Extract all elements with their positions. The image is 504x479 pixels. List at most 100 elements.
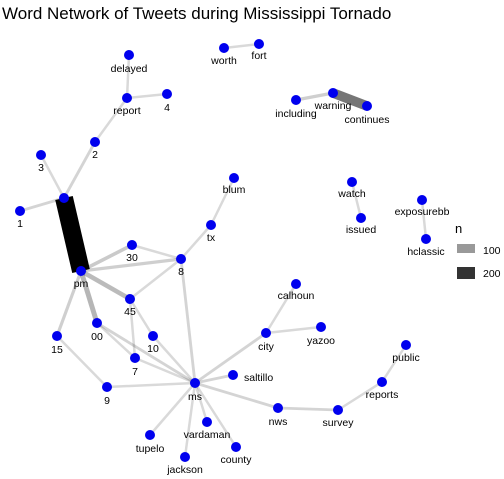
edge-15-9 [56, 335, 108, 388]
node-issued [356, 213, 366, 223]
edge-30-8 [131, 243, 182, 261]
node-label-survey: survey [323, 417, 355, 429]
legend-label-100: 100 [483, 245, 501, 257]
edge-10-ms [152, 335, 196, 384]
node-yazoo [316, 322, 326, 332]
node-label-ms: ms [188, 391, 202, 403]
node-label-15: 15 [51, 344, 63, 356]
edge-a-3 [39, 154, 66, 199]
node-survey [333, 405, 343, 415]
edge-warning-including [295, 91, 334, 102]
node-delayed [124, 50, 134, 60]
node-label-calhoun: calhoun [278, 290, 315, 302]
edge-reports-public [380, 344, 408, 383]
node-label-tx: tx [207, 232, 216, 244]
node-label-public: public [392, 352, 419, 364]
edge-watch-issued [350, 181, 363, 219]
edge-2-report [93, 97, 129, 143]
node-label-yazoo: yazoo [307, 335, 335, 347]
node-label-continues: continues [345, 114, 390, 126]
node-3 [36, 150, 46, 160]
edge-ms-county [193, 382, 238, 448]
node-including [291, 95, 301, 105]
edge-45-7 [128, 298, 137, 359]
edge-7-ms [134, 356, 196, 385]
node-saltillo [228, 370, 238, 380]
node-label-warning: warning [314, 100, 352, 112]
node-label-hclassic: hclassic [407, 246, 444, 258]
edge-45-8 [129, 258, 182, 300]
node-10 [148, 331, 158, 341]
legend: n 100 200 [455, 221, 501, 280]
node-hclassic [421, 234, 431, 244]
edge-exposurebb-hclassic [420, 199, 428, 240]
node-15 [52, 331, 62, 341]
node-label-tupelo: tupelo [136, 443, 165, 455]
node-label-30: 30 [126, 252, 138, 264]
node-label-10: 10 [147, 343, 159, 355]
node-label-3: 3 [38, 162, 44, 174]
node-nws [273, 403, 283, 413]
legend-label-200: 200 [483, 268, 501, 280]
edge-ms-tupelo [149, 382, 196, 436]
node-continues [362, 101, 372, 111]
node-label-blum: blum [223, 184, 246, 196]
node-fort [254, 39, 264, 49]
edge-45-10 [128, 298, 155, 337]
node-label-worth: worth [210, 55, 237, 67]
node-2 [90, 137, 100, 147]
node-county [231, 442, 241, 452]
node-watch [347, 177, 357, 187]
node-tupelo [145, 430, 155, 440]
edge-ms-city [194, 331, 267, 385]
node-pm [76, 266, 86, 276]
chart-title: Word Network of Tweets during Mississipp… [2, 4, 392, 23]
legend-title: n [455, 221, 462, 236]
edge-8-ms [179, 258, 197, 384]
edge-pm-30 [80, 243, 133, 273]
node-warning [328, 88, 338, 98]
edge-city-yazoo [265, 325, 322, 335]
node-a [59, 193, 69, 203]
node-label-nws: nws [269, 416, 288, 428]
edge-report-4 [126, 92, 168, 100]
edge-pm-45 [79, 268, 132, 302]
node-30 [127, 240, 137, 250]
node-worth [219, 43, 229, 53]
edge-ms-nws [194, 381, 279, 410]
edge-survey-reports [337, 380, 383, 412]
node-vardaman [202, 417, 212, 427]
node-label-including: including [275, 108, 317, 120]
edge-warning-continues [331, 88, 369, 111]
node-label-exposurebb: exposurebb [395, 206, 450, 218]
edge-pm-15 [55, 270, 83, 337]
node-label-7: 7 [132, 366, 138, 378]
node-label-a: a [61, 205, 67, 217]
node-label-pm: pm [74, 278, 89, 290]
edge-9-ms [106, 381, 196, 389]
nodes-layer [15, 39, 431, 462]
node-label-9: 9 [104, 395, 110, 407]
node-9 [102, 382, 112, 392]
edge-ms-jackson [183, 382, 197, 458]
node-report [122, 93, 132, 103]
node-label-saltillo: saltillo [244, 372, 273, 384]
node-7 [130, 353, 140, 363]
edge-pm-00 [78, 270, 100, 324]
node-label-report: report [113, 105, 141, 117]
edges-layer [19, 42, 428, 458]
node-8 [176, 254, 186, 264]
node-label-2: 2 [92, 149, 98, 161]
node-exposurebb [417, 195, 427, 205]
node-calhoun [291, 279, 301, 289]
edge-city-calhoun [264, 283, 298, 334]
node-label-delayed: delayed [111, 63, 148, 75]
node-public [401, 340, 411, 350]
node-label-watch: watch [337, 188, 366, 200]
node-label-reports: reports [366, 389, 399, 401]
edge-00-7 [96, 322, 136, 359]
node-label-city: city [258, 341, 275, 353]
edge-report-delayed [125, 54, 131, 99]
node-ms [190, 378, 200, 388]
